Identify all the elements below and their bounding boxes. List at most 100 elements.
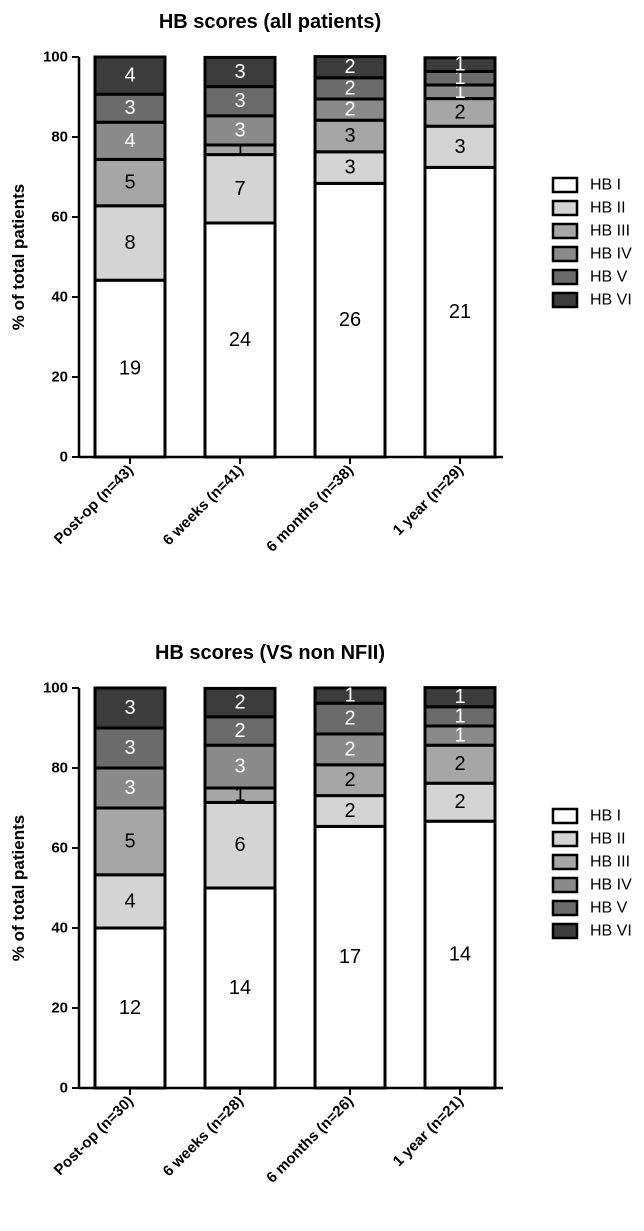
y-tick-label: 100 (43, 680, 68, 697)
bar-segment (203, 743, 277, 790)
y-tick-label: 40 (51, 289, 68, 306)
legend-label: HB VI (590, 923, 632, 940)
legend-label: HB II (590, 200, 626, 217)
data-label: 2 (344, 800, 355, 822)
bar-segment (93, 278, 167, 459)
data-label: 26 (339, 309, 361, 331)
bar-segment (203, 55, 277, 89)
legend-item: HB III (551, 222, 630, 240)
legend-label: HB IV (590, 246, 632, 263)
data-label: 2 (234, 692, 245, 714)
legend-item: HB VI (551, 291, 632, 309)
chart-title: HB scores (all patients) (159, 11, 381, 33)
chart-vs-non-nfii: HB scores (VS non NFII) % of total patie… (0, 631, 644, 1231)
bar-segment (313, 732, 387, 767)
x-tick-label: 6 weeks (n=28) (160, 1093, 247, 1180)
data-label: 7 (234, 178, 245, 200)
data-label: 6 (234, 834, 245, 856)
x-tick-label: 6 weeks (n=41) (160, 462, 247, 549)
y-tick-label: 80 (51, 129, 68, 146)
bar-segment (203, 686, 277, 719)
legend-item: HB I (551, 808, 621, 825)
legend-swatch (551, 899, 579, 917)
legend-item: HB II (551, 200, 626, 217)
data-label: 19 (119, 358, 141, 380)
bar-segment (423, 97, 497, 128)
data-label: 2 (344, 56, 355, 78)
legend-item: HB II (551, 830, 626, 848)
bar-segment (423, 686, 497, 709)
legend-label: HB I (590, 177, 621, 194)
data-label: 3 (234, 90, 245, 112)
data-label: 4 (124, 65, 135, 87)
y-tick-label: 40 (51, 920, 68, 937)
data-label: 2 (454, 753, 465, 775)
data-label: 3 (454, 136, 465, 158)
bar-segment (93, 55, 167, 96)
data-label: 3 (234, 119, 245, 141)
legend-item: HB V (551, 899, 628, 917)
data-label: 1 (454, 54, 465, 76)
data-label: 1 (454, 686, 465, 708)
legend-item: HB I (551, 176, 621, 194)
legend-item: HB IV (551, 246, 632, 263)
legend-swatch (551, 176, 579, 194)
legend-swatch (551, 876, 579, 894)
data-label: 3 (234, 61, 245, 83)
legend-swatch (551, 291, 579, 309)
bar-stack: 14 6 1 3 2 2 (203, 686, 277, 1090)
legend-swatch (551, 830, 579, 848)
x-tick-label: Post-op (n=43) (51, 462, 137, 548)
data-label: 2 (344, 738, 355, 760)
y-axis-label: % of total patients (9, 184, 28, 330)
data-label: 1 (454, 67, 465, 89)
legend-item: HB IV (551, 876, 632, 894)
bar-segment (423, 781, 497, 823)
data-label: 2 (344, 708, 355, 730)
y-tick-label: 60 (51, 840, 68, 857)
y-tick-label: 0 (60, 1080, 68, 1097)
bar-segment (93, 806, 167, 877)
bar-segment (203, 153, 277, 225)
legend-label: HB II (590, 831, 626, 848)
bar-segment (93, 204, 167, 282)
bar-segment (93, 726, 167, 770)
y-tick-label: 60 (51, 209, 68, 226)
bar-segment (203, 221, 277, 459)
legend-swatch (551, 222, 579, 240)
bar-segment (423, 165, 497, 459)
x-tick-label: 1 year (n=21) (390, 1093, 467, 1170)
y-tick-label: 20 (51, 369, 68, 386)
x-tick-label: 6 months (n=38) (263, 462, 357, 556)
x-tick-label: 1 year (n=29) (390, 462, 467, 539)
bar-segment (313, 763, 387, 798)
data-label: 1 (234, 139, 245, 161)
bar-segment (203, 114, 277, 147)
data-label: 1 (454, 725, 465, 747)
data-label: 21 (449, 301, 471, 323)
data-label: 1 (454, 81, 465, 103)
legend-swatch (551, 922, 579, 940)
data-label: 12 (119, 997, 141, 1019)
data-label: 4 (124, 130, 135, 152)
legend: HB I HB II HB III HB IV HB V HB VI (551, 176, 632, 309)
bar-segment (313, 181, 387, 459)
legend-label: HB III (590, 854, 630, 871)
data-label: 14 (449, 944, 471, 966)
data-label: 3 (124, 777, 135, 799)
legend-label: HB I (590, 808, 621, 825)
x-tick-label: Post-op (n=30) (51, 1093, 137, 1179)
chart-all-patients-svg: HB scores (all patients) % of total pati… (9, 11, 632, 556)
bar-segment (423, 819, 497, 1090)
bar-segment (93, 120, 167, 161)
data-label: 2 (344, 77, 355, 99)
data-label: 2 (454, 791, 465, 813)
y-tick-label: 0 (60, 449, 68, 466)
data-label: 1 (234, 784, 245, 806)
chart-all-patients: HB scores (all patients) % of total pati… (0, 0, 644, 600)
